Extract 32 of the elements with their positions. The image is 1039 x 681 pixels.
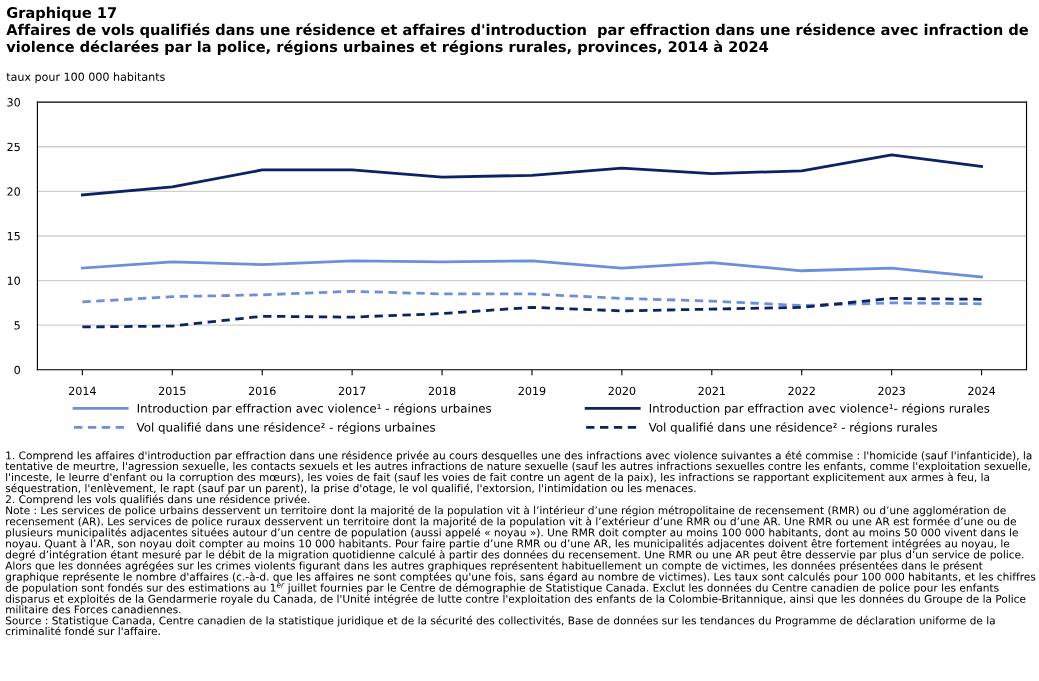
y-tick-label: 15 <box>7 232 20 241</box>
line-series <box>80 153 983 197</box>
x-tick-label: 2024 <box>968 386 996 396</box>
text: 2. Comprend les vols qualifiés dans une résidence privée. <box>5 494 310 506</box>
x-tick-label: 2018 <box>428 386 456 396</box>
line-series <box>80 297 983 329</box>
line-series <box>80 259 983 279</box>
y-tick-label: 20 <box>7 187 20 196</box>
y-tick-label: 5 <box>14 321 20 330</box>
x-tick-label: 2019 <box>518 386 546 396</box>
x-tick-label: 2021 <box>698 386 725 396</box>
y-axis-title: taux pour 100 000 habitants <box>6 72 165 84</box>
y-tick-label: 25 <box>7 142 20 152</box>
legend-label: Vol qualifié dans une résidence² - régions rurales <box>648 422 937 435</box>
y-tick-label: 10 <box>7 276 20 285</box>
legend-label: Introduction par effraction avec violence¹- régions rurales <box>649 403 990 416</box>
x-tick-label: 2022 <box>788 386 815 396</box>
source-note: Source : Statistique Canada, Centre canadien de la statistique juridique et de la sécurité des collectivités, Base de données sur les tendances du Programme de déclaration uniforme de la criminalité fondé sur l'affaire. <box>5 615 995 636</box>
line-series <box>80 289 983 307</box>
legend-label: Introduction par effraction avec violence¹ - régions urbaines <box>137 403 492 416</box>
x-tick-label: 2017 <box>338 386 366 396</box>
x-tick-label: 2023 <box>878 386 905 396</box>
text: Note : Les services de police urbains desservent un territoire dont la majorité de la population vit à l’intérieur d’une région métropolitaine de recensement (RMR) ou d’une agglomération de recensement (AR). Les services de police ruraux desservent un territoire dont la majorité de la population vit à l’extérieur d’une RMR ou d’une AR. Une RMR ou une AR est formée d’une ou de plusieurs municipalités adjacentes situées autour d’un centre de population (aussi appelé « noyau »). Une RMR doit compter au moins 100 000 habitants, dont au moins 50 000 vivent dans le noyau. Quant à l’AR, son noyau doit compter au moins 10 000 habitants. Pour faire partie d’une RMR ou d’une AR, les municipalités adjacentes doivent être fortement intégrées au noyau, le degré d’intégration étant mesuré par le débit de la migration quotidienne calculé à partir des données du recensement. Une RMR ou une AR peut être desservie par plus d’un service de police. Alors que les données agrégées sur les crimes violents figurant dans les autres graphiques représentent habituellement un compte de victimes, les données présentées dans le présent graphique représente le nombre d'affaires (c.-à-d. que les affaires ne sont comptées qu'une fois, sans égard au nombre de victimes). Les taux sont calculés pour 100 000 habitants, et les chiffres de population sont fondés sur des estimations au 1$^{er}$ juillet fournies par le Centre de démographie de Statistique Canada. Exclut les données du Centre canadien de police pour les enfants disparus et exploités de la Gendarmerie royale du Canada, de l'Unité intégrée de lutte contre l'exploitation des enfants de la Colombie-Britannique, ainsi que les données du Groupe de la Police militaire des Forces canadiennes. <box>5 505 1036 614</box>
x-tick-label: 2015 <box>158 386 186 396</box>
legend-label: Vol qualifié dans une résidence² - régions urbaines <box>136 422 436 435</box>
x-tick-label: 2014 <box>69 386 96 396</box>
x-tick-label: 2020 <box>608 386 636 396</box>
chart-title: Graphique 17 Affaires de vols qualifiés dans une résidence et affaires d'introduction par effraction dans une résidence avec infraction de violence déclarées par la police, régions urbaines et régions rurales, provinces, 2014 à 2024 <box>6 6 1028 56</box>
y-tick-label: 0 <box>14 365 20 375</box>
text: 1. Comprend les affaires d'introduction par effraction dans une résidence privée au cours desquelles une des infractions avec violence suivantes a été commise : l'homicide (sauf l'infanticide), la tentative de meurtre, l'agression sexuelle, les contacts sexuels et les autres infractions de nature sexuelle (sauf les autres infractions sexuelles contre les enfants, comme l'exploitation sexuelle, l'inceste, le leurre d'enfant ou la corruption des mœurs), les voies de fait (sauf les voies de fait contre un agent de la paix), les infractions se rapportant explicitement aux armes à feu, la séquestration, l'enlèvement, le rapt (sauf par un parent), la prise d'otage, le vol qualifié, l'extorsion, l'intimidation ou les menaces. <box>5 450 1032 495</box>
y-tick-label: 30 <box>7 98 20 107</box>
x-tick-label: 2016 <box>248 386 276 396</box>
